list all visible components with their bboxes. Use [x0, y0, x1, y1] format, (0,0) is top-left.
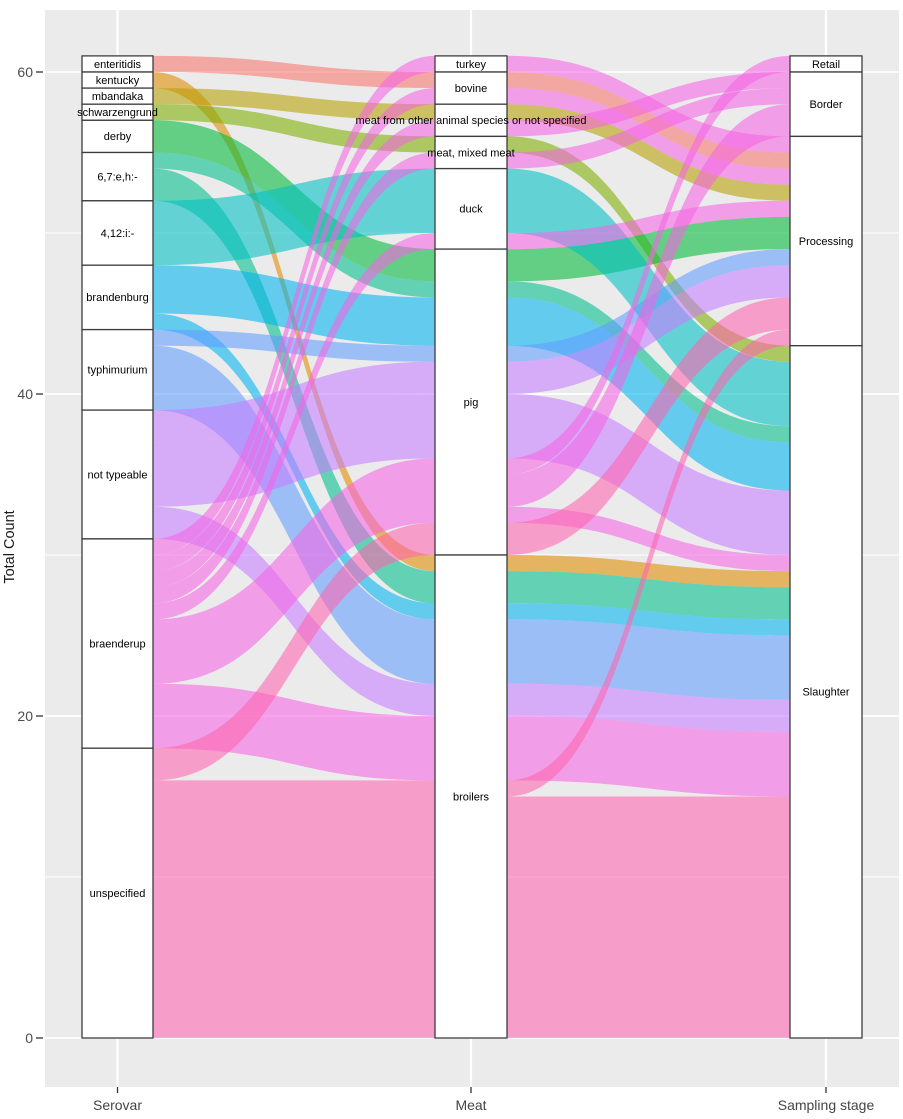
stratum-serovar-typhimurium: [81, 328, 154, 411]
y-tick-label-60: 60: [17, 64, 33, 80]
stratum-serovar-unspecified: [81, 747, 154, 1039]
stratum-label-meat-bovine: bovine: [455, 83, 487, 95]
stratum-stage-processing: [789, 135, 863, 347]
stratum-serovar-not-typeable: [81, 409, 154, 540]
flow-not-typeable-broilers-slaughter-right: [507, 683, 790, 733]
stratum-label-meat-meat-from-other-animal-species-or-not-specified: meat from other animal species or not sp…: [355, 115, 586, 127]
stratum-label-serovar-4-12-i: 4,12:i:-: [101, 228, 135, 240]
flow-derby-pig-processing-right: [507, 216, 790, 282]
stratum-label-serovar-kentucky: kentucky: [96, 75, 140, 87]
y-tick-label-0: 0: [25, 1030, 33, 1046]
stratum-label-meat-broilers: broilers: [453, 791, 490, 803]
stratum-label-serovar-not-typeable: not typeable: [88, 469, 148, 481]
x-axis-label-serovar: Serovar: [93, 1097, 142, 1113]
stratum-stage-border: [789, 71, 863, 138]
stratum-label-serovar-mbandaka: mbandaka: [92, 91, 144, 103]
flow-unspecified-broilers-slaughter-right: [507, 796, 790, 1038]
flow-unspecified-broilers-processing-right: [507, 329, 790, 797]
flow-braenderup-broilers-slaughter-left: [153, 683, 435, 781]
flow-unspecified-pig-processing-right: [507, 297, 790, 555]
flow-braenderup-meat-from-other-animal-species-or-not-specified-border-left: [153, 120, 435, 588]
stratum-label-stage-retail: Retail: [812, 59, 840, 71]
stratum-label-serovar-brandenburg: brandenburg: [86, 292, 148, 304]
stratum-label-meat-meat-mixed-meat: meat, mixed meat: [427, 147, 514, 159]
flow-braenderup-duck-processing-left: [153, 233, 435, 620]
flow-typhimurium-broilers-slaughter-right: [507, 619, 790, 700]
flow-braenderup-pig-slaughter-left: [153, 506, 435, 684]
stratum-label-serovar-unspecified: unspecified: [90, 888, 146, 900]
flow-not-typeable-pig-slaughter-left: [153, 394, 435, 507]
flow-6-7-e-h-broilers-slaughter-right: [507, 571, 790, 620]
stratum-serovar-6-7-e-h: [81, 151, 154, 202]
y-tick-label-40: 40: [17, 386, 33, 402]
stratum-label-serovar-enteritidis: enteritidis: [94, 59, 142, 71]
axis-layer: 0 20 40 60 Serovar Meat Sampling stage T…: [2, 64, 874, 1113]
flow-braenderup-bovine-processing-left: [153, 88, 435, 572]
stratum-label-serovar-typhimurium: typhimurium: [88, 365, 148, 377]
stratum-meat-pig: [434, 248, 508, 556]
stratum-label-stage-slaughter: Slaughter: [802, 687, 849, 699]
stratum-label-serovar-schwarzengrund: schwarzengrund: [77, 107, 158, 119]
flow-unspecified-broilers-processing-left: [153, 780, 435, 797]
stratum-label-stage-border: Border: [809, 99, 842, 111]
stratum-meat-broilers: [434, 554, 508, 1039]
flow-braenderup-pig-retail-left: [153, 458, 435, 636]
stratum-label-serovar-derby: derby: [104, 131, 132, 143]
flow-unspecified-broilers-slaughter-left: [153, 796, 435, 1038]
stratum-serovar-braenderup: [81, 538, 154, 749]
flow-braenderup-duck-processing-right: [507, 200, 790, 250]
stratum-serovar-derby: [81, 119, 154, 154]
y-tick-label-20: 20: [17, 708, 33, 724]
flow-4-12-i-duck-slaughter-left: [153, 168, 435, 266]
stratum-serovar-brandenburg: [81, 264, 154, 331]
flow-braenderup-turkey-processing-left: [153, 55, 435, 556]
flow-unspecified-pig-processing-left: [153, 522, 435, 781]
stratum-label-serovar-6-7-e-h: 6,7:e,h:-: [97, 171, 138, 183]
flow-braenderup-pig-border-left: [153, 474, 435, 668]
flow-not-typeable-pig-processing-left: [153, 361, 435, 443]
stratum-label-meat-pig: pig: [464, 397, 479, 409]
stratum-label-meat-turkey: turkey: [456, 59, 486, 71]
stratum-meat-duck: [434, 167, 508, 250]
x-axis-label-meat: Meat: [455, 1097, 486, 1113]
stratum-label-stage-processing: Processing: [799, 236, 853, 248]
stratum-label-meat-duck: duck: [459, 204, 483, 216]
flow-braenderup-meat-mixed-meat-border-left: [153, 152, 435, 604]
stratum-stage-slaughter: [789, 345, 863, 1039]
flow-6-7-e-h-pig-slaughter-right: [507, 281, 790, 443]
flow-not-typeable-pig-processing-right: [507, 265, 790, 394]
flow-braenderup-meat-from-other-animal-species-or-not-specified-border-right: [507, 72, 790, 137]
flow-brandenburg-broilers-slaughter-right: [507, 603, 790, 636]
flow-ribbons: [153, 55, 790, 1038]
flow-enteritidis-bovine-processing-left: [153, 55, 435, 89]
flow-not-typeable-pig-slaughter-right: [507, 394, 790, 555]
stratum-meat-meat-mixed-meat: [434, 135, 508, 170]
stratum-label-serovar-braenderup: braenderup: [89, 638, 145, 650]
flow-braenderup-pig-border-right: [507, 104, 790, 507]
y-axis-title: Total Count: [2, 510, 18, 583]
x-axis-label-stage: Sampling stage: [778, 1097, 875, 1113]
flow-not-typeable-broilers-slaughter-left: [153, 506, 435, 716]
flow-braenderup-pig-retail-right: [507, 55, 790, 475]
strata-boxes: enteritidis kentucky mbandaka schwarzengrun…: [77, 55, 863, 1039]
